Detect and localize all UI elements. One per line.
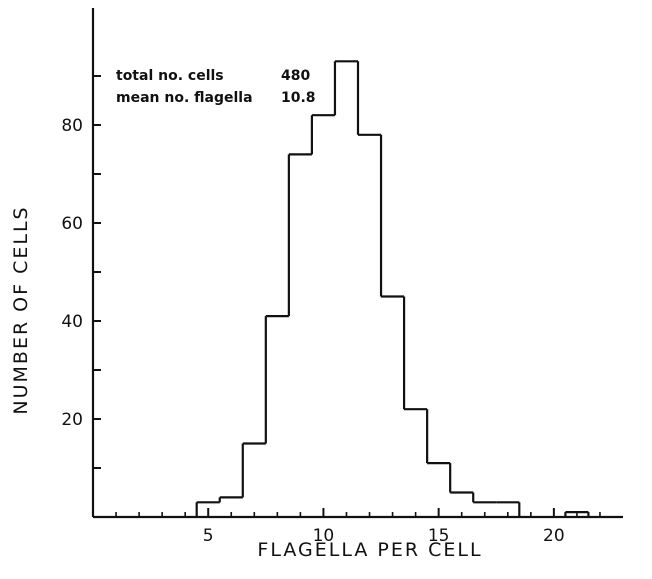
x-tick-label: 20 [543, 526, 565, 546]
y-axis-title: NUMBER OF CELLS [10, 205, 32, 414]
annotation-total-value: 480 [281, 68, 310, 84]
histogram-bar [379, 134, 405, 298]
histogram-bar [287, 153, 312, 317]
histogram-bar [264, 315, 289, 444]
histogram-bars [195, 60, 590, 517]
y-tick-label: 20 [61, 410, 83, 430]
histogram-bar [564, 510, 590, 517]
y-tick-label: 80 [61, 116, 83, 136]
histogram-bar [218, 496, 243, 503]
y-tick-label: 60 [61, 214, 83, 234]
annotation-mean-value: 10.8 [281, 90, 316, 106]
histogram-bar [310, 114, 335, 155]
annotation-total-label: total no. cells [116, 68, 224, 84]
annotation-mean-label: mean no. flagella [116, 90, 253, 106]
histogram-bar [449, 463, 474, 494]
histogram-bar [333, 60, 358, 116]
histogram-bar [356, 61, 382, 136]
histogram-bar [195, 501, 220, 517]
histogram-bar [426, 409, 451, 465]
x-tick-label: 10 [313, 526, 335, 546]
histogram-bar [402, 296, 428, 411]
axes [91, 8, 623, 519]
histogram-bar [241, 442, 266, 498]
x-axis-title: FLAGELLA PER CELL [257, 539, 482, 561]
histogram-bar [472, 492, 497, 504]
ticks: 20 40 60 80 5 10 15 20 [61, 75, 601, 546]
x-tick-label: 5 [203, 526, 214, 546]
annotation-box: total no. cells 480 mean no. flagella 10… [116, 68, 316, 106]
x-tick-label: 15 [428, 526, 450, 546]
y-tick-label: 40 [61, 312, 83, 332]
